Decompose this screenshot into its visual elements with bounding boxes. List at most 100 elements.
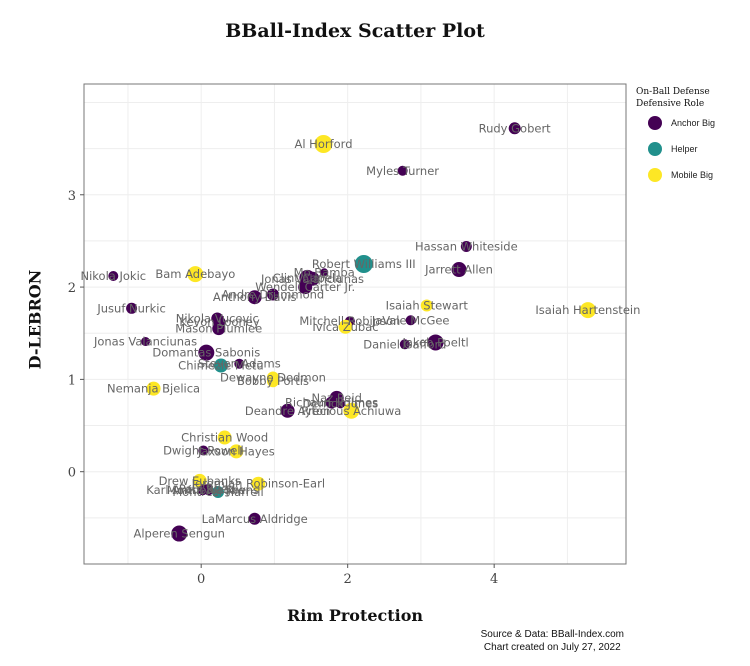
point-label: Derrick Jones	[302, 396, 378, 410]
point-label: Naz Reid	[311, 391, 361, 405]
data-point	[266, 288, 279, 301]
point-label: Kevon Looney	[179, 315, 259, 329]
point-label: Clint Capela	[273, 271, 343, 285]
data-point	[298, 280, 313, 295]
point-label: Chimezie Metu	[178, 359, 264, 373]
point-label: Drew Eubanks	[159, 474, 241, 488]
legend-label: Anchor Big	[671, 118, 716, 128]
legend-label: Helper	[671, 144, 698, 154]
data-point	[171, 525, 188, 542]
point-label: Mitchell Robinson	[299, 314, 400, 328]
data-point	[420, 299, 433, 312]
caption-source: Source & Data: BBall-Index.com	[480, 629, 624, 640]
point-label: Paul Reed	[179, 482, 236, 496]
point-label: Montrezl Harrell	[172, 485, 263, 499]
point-label: Jarrett Allen	[424, 263, 493, 277]
data-point	[251, 476, 266, 491]
point-label: Ivica Zubac	[312, 320, 378, 334]
data-points	[108, 122, 596, 542]
legend-label: Mobile Big	[671, 170, 714, 180]
point-label: Alperen Sengun	[133, 527, 224, 541]
point-label: Jonas Valanciunas	[93, 335, 197, 349]
data-point	[451, 262, 467, 278]
point-label: JaVale McGee	[371, 313, 450, 327]
legend-items: Anchor Big Helper Mobile Big	[636, 110, 748, 188]
data-point	[234, 358, 245, 369]
point-label: Dewayne Dedmon	[220, 371, 326, 385]
point-label: Robert Williams III	[312, 257, 416, 271]
legend-entry: Anchor Big	[636, 110, 748, 136]
y-tick-label: 2	[68, 281, 76, 296]
x-axis-label: Rim Protection	[286, 606, 424, 625]
data-point	[354, 255, 373, 273]
source-caption: Source & Data: BBall-Index.com Chart cre…	[481, 628, 624, 654]
data-point	[397, 165, 408, 176]
legend-title-1: On-Ball Defense	[636, 87, 710, 97]
point-label: Nikola Vucevic	[176, 311, 259, 325]
data-point	[325, 396, 338, 409]
data-point	[579, 302, 596, 319]
data-point	[280, 403, 295, 418]
point-label: Precious Achiuwa	[301, 404, 401, 418]
plot-border	[83, 83, 627, 565]
data-point	[338, 319, 353, 334]
legend-title-2: Defensive Role	[636, 99, 705, 109]
data-point	[314, 135, 333, 153]
chart-title: BBall-Index Scatter Plot	[225, 20, 485, 42]
data-point	[343, 402, 360, 419]
data-point	[213, 358, 228, 373]
point-label: Daniel Gafford	[363, 337, 446, 351]
point-label: Bam Adebayo	[155, 267, 235, 281]
point-label: Steven Adams	[198, 357, 281, 371]
point-label: Jaxson Hayes	[197, 444, 275, 458]
x-tick-label: 0	[197, 572, 205, 587]
point-label: Nikola Jokic	[81, 269, 147, 283]
y-tick-label: 1	[68, 373, 76, 388]
data-point	[266, 375, 279, 388]
y-axis-label: D-LEBRON	[25, 269, 45, 370]
point-label: Isaiah Stewart	[386, 299, 469, 313]
legend-entry: Mobile Big	[636, 162, 748, 188]
point-label: Jakob Poeltl	[401, 335, 468, 349]
data-point	[320, 268, 329, 277]
y-tick-label: 0	[68, 466, 76, 481]
point-label: Nemanja Bjelica	[107, 382, 200, 396]
data-point	[203, 485, 214, 496]
data-point	[187, 266, 204, 283]
point-label: Rudy Gobert	[479, 121, 552, 135]
data-point	[217, 430, 232, 445]
legend-swatch	[648, 116, 662, 130]
point-label: LaMarcus Aldridge	[202, 512, 308, 526]
data-point	[212, 322, 226, 336]
point-label: Jonas Valanciunas	[260, 272, 364, 286]
data-point	[248, 512, 261, 525]
data-point	[399, 339, 410, 350]
data-point	[460, 240, 472, 252]
point-label: Christian Wood	[181, 431, 268, 445]
data-point	[427, 334, 444, 351]
point-label: Mo Bamba	[294, 265, 355, 279]
point-label: Bobby Portis	[237, 374, 309, 388]
data-point	[247, 290, 262, 305]
legend-entry: Helper	[636, 136, 748, 162]
point-label: Richaun Holmes	[285, 395, 378, 409]
data-point	[141, 337, 151, 347]
x-tick-label: 4	[490, 572, 498, 587]
point-label: Domantas Sabonis	[152, 346, 260, 360]
legend-swatch	[648, 168, 662, 182]
data-point	[198, 445, 209, 456]
data-point	[212, 486, 225, 498]
point-label: Karl-Anthony Towns	[146, 483, 259, 497]
data-point	[508, 122, 521, 135]
legend-swatch	[648, 142, 662, 156]
point-label: Dwight Powell	[163, 443, 244, 457]
point-label: Deandre Ayton	[245, 404, 331, 418]
point-label: Anthony Davis	[213, 290, 297, 304]
data-point	[335, 398, 346, 409]
point-label: Mason Plumlee	[175, 322, 262, 336]
point-label: Hassan Whiteside	[415, 239, 518, 253]
data-point	[198, 344, 215, 361]
point-label: Jusuf Nurkic	[96, 301, 165, 315]
point-label: Wendell Carter Jr.	[255, 280, 355, 294]
